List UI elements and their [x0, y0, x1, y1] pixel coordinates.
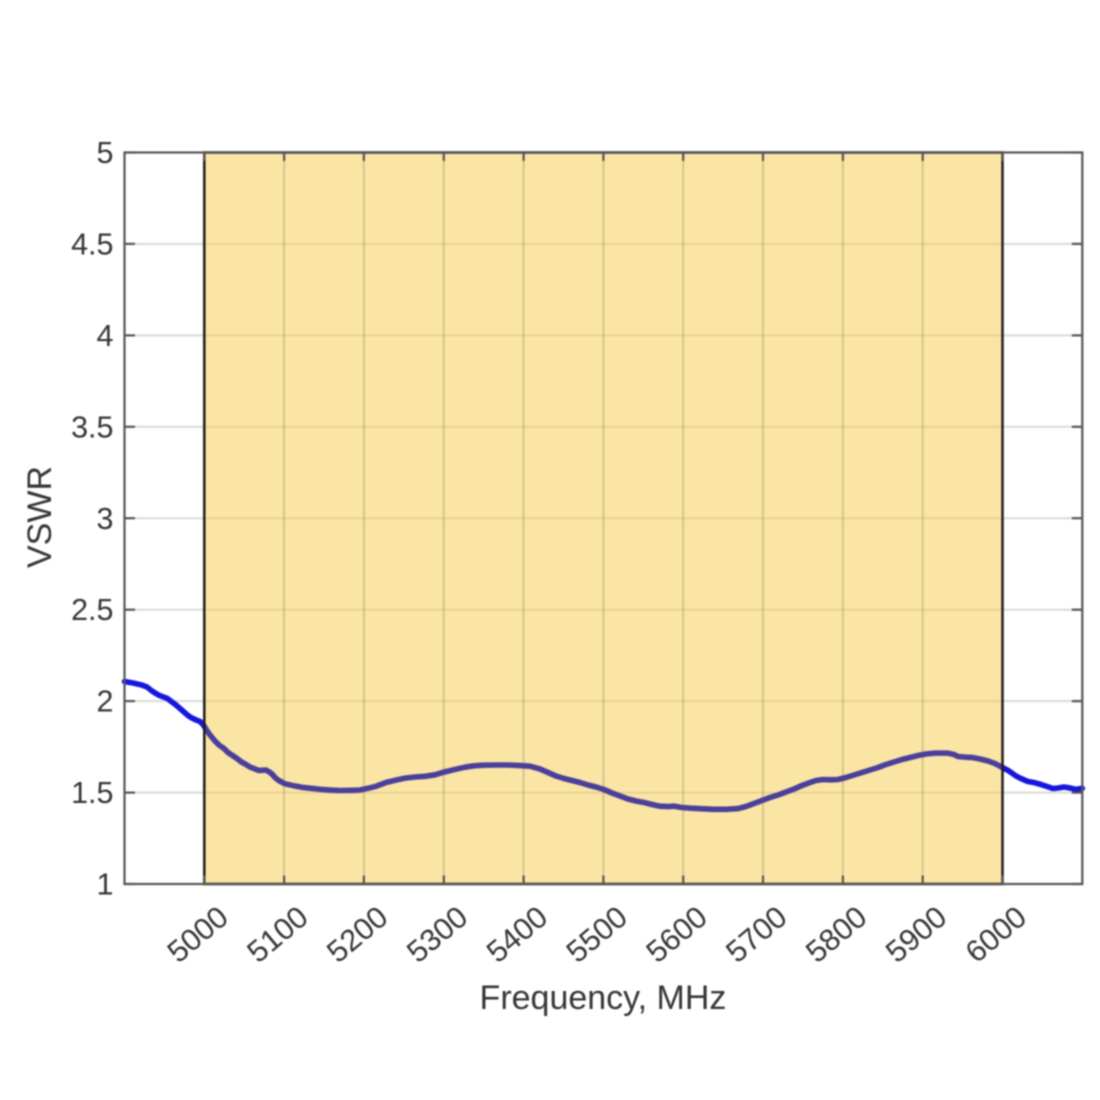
svg-text:1: 1: [97, 868, 114, 902]
svg-text:Frequency, MHz: Frequency, MHz: [480, 979, 727, 1017]
svg-text:4.5: 4.5: [71, 227, 113, 261]
svg-text:5: 5: [97, 136, 114, 170]
svg-text:1.5: 1.5: [71, 776, 113, 810]
svg-text:2.5: 2.5: [71, 593, 113, 627]
svg-text:3: 3: [97, 502, 114, 536]
svg-text:VSWR: VSWR: [21, 466, 59, 568]
svg-text:4: 4: [97, 319, 114, 353]
svg-text:2: 2: [97, 685, 114, 719]
svg-text:3.5: 3.5: [71, 410, 113, 444]
